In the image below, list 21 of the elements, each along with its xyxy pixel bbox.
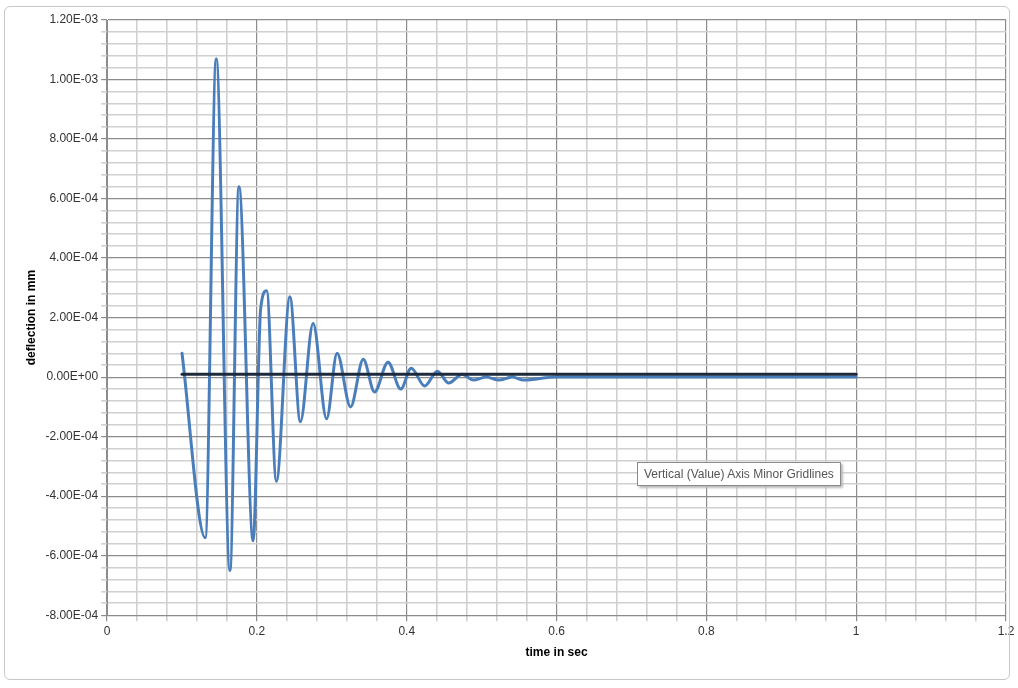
x-tick-label: 0: [103, 623, 111, 638]
annotation: Vertical (Value) Axis Minor Gridlines: [637, 462, 841, 486]
y-tick-label: 4.00E-04: [49, 250, 99, 265]
y-tick-label: 1.00E-03: [49, 71, 99, 86]
x-tick-label: 1: [852, 623, 860, 638]
y-tick-label: 1.20E-03: [49, 12, 99, 27]
y-tick-label: 0.00E+00: [46, 369, 99, 384]
y-tick-label: 8.00E-04: [49, 131, 99, 146]
x-axis-title: time in sec: [525, 645, 588, 660]
y-tick-label: -2.00E-04: [45, 428, 99, 443]
y-tick-label: -8.00E-04: [45, 607, 99, 622]
y-tick-label: 6.00E-04: [49, 190, 99, 205]
line-series: [180, 57, 858, 573]
y-tick-label: -4.00E-04: [45, 488, 99, 503]
x-tick-label: 0.4: [398, 623, 416, 638]
x-tick-label: 0.8: [698, 623, 716, 638]
x-tick-label: 0.2: [248, 623, 266, 638]
x-tick-label: 0.6: [548, 623, 566, 638]
y-axis-title: deflection in mm: [23, 269, 38, 366]
y-tick-label: -6.00E-04: [45, 547, 99, 562]
y-tick-label: 2.00E-04: [49, 309, 99, 324]
